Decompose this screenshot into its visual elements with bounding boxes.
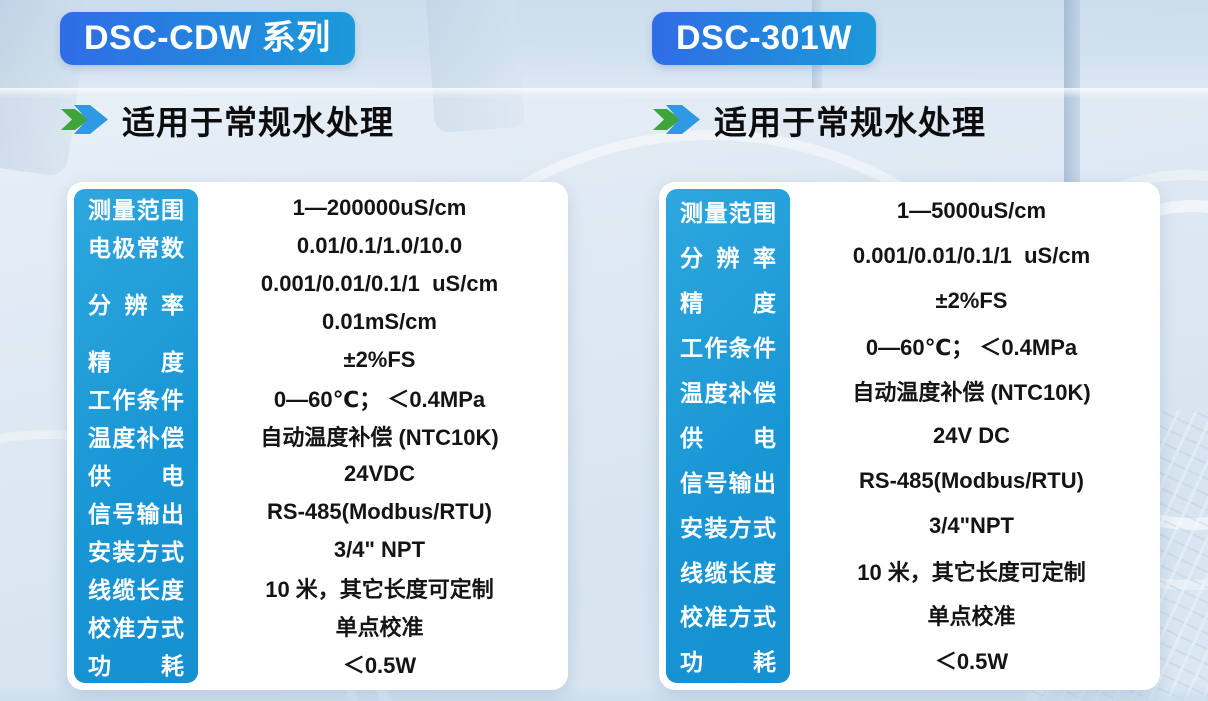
- spec-value: ±2%FS: [343, 347, 416, 372]
- product-column-dsc-301w: DSC-301W 适用于常规水处理 测量范围分辨率精度工作条件温度补偿供电信号输…: [652, 12, 1161, 690]
- spec-value: 自动温度补偿 (NTC10K): [260, 425, 499, 450]
- spec-label-text: 功耗: [680, 649, 776, 676]
- product-badge: DSC-CDW 系列: [60, 12, 355, 65]
- spec-row-label: 校准方式: [74, 607, 198, 645]
- spec-value: 24V DC: [932, 422, 1011, 448]
- spec-label-text: 温度补偿: [88, 425, 184, 451]
- spec-label-text: 电极常数: [88, 235, 184, 261]
- product-badge: DSC-301W: [652, 12, 876, 65]
- spec-value: 3/4"NPT: [928, 512, 1014, 538]
- spec-row-label: 供电: [666, 413, 790, 458]
- spec-row-label: 工作条件: [74, 379, 198, 417]
- spec-value: 1—5000uS/cm: [896, 198, 1047, 224]
- double-chevron-arrow-icon: [653, 105, 700, 134]
- spec-value: 10 米，其它长度可定制: [857, 559, 1086, 585]
- spec-label-text: 信号输出: [88, 501, 184, 527]
- spec-value-column: 1—200000uS/cm 0.01/0.1/1.0/10.0 0.001/0.01…: [198, 189, 561, 683]
- spec-row-label: 温度补偿: [666, 369, 790, 414]
- spec-label-text: 功耗: [88, 653, 184, 679]
- spec-value: ＜0.5W: [342, 653, 417, 678]
- spec-row-label: 测量范围: [74, 189, 198, 227]
- spec-label-text: 信号输出: [680, 469, 776, 496]
- spec-label-text: 供电: [680, 424, 776, 451]
- spec-row-label: 线缆长度: [74, 569, 198, 607]
- spec-row-label: 供电: [74, 455, 198, 493]
- product-subtitle: 适用于常规水处理: [122, 103, 394, 141]
- spec-label-text: 工作条件: [88, 387, 184, 413]
- spec-label-text: 校准方式: [680, 604, 776, 631]
- spec-label-text: 线缆长度: [88, 577, 184, 603]
- spec-label-text: 校准方式: [88, 615, 184, 641]
- spec-value: 24VDC: [344, 461, 415, 486]
- spec-label-text: 安装方式: [88, 539, 184, 565]
- spec-label-text: 精度: [88, 349, 184, 375]
- spec-value: 0—60℃； ＜0.4MPa: [273, 387, 486, 412]
- spec-row-label: 精度: [666, 279, 790, 324]
- spec-row-label: 线缆长度: [666, 548, 790, 593]
- spec-row-label: 安装方式: [74, 531, 198, 569]
- product-column-dsc-cdw: DSC-CDW 系列 适用于常规水处理 测量范围电极常数分辨率精度工作条件温度补…: [60, 12, 569, 690]
- spec-value-column: 1—5000uS/cm 0.001/0.01/0.1/1 uS/cm ±2%FS 0—…: [790, 189, 1153, 683]
- spec-label-text: 安装方式: [680, 514, 776, 541]
- spec-value: ＜0.5W: [934, 649, 1009, 675]
- spec-row-label: 安装方式: [666, 503, 790, 548]
- spec-value: 0—60℃； ＜0.4MPa: [865, 335, 1078, 361]
- spec-label-text: 供电: [88, 463, 184, 489]
- spec-label-text: 测量范围: [680, 200, 776, 227]
- product-subtitle: 适用于常规水处理: [714, 103, 986, 141]
- spec-row-label: 信号输出: [74, 493, 198, 531]
- spec-label-text: 分辨率: [88, 292, 184, 318]
- spec-value: 单点校准: [927, 604, 1016, 630]
- product-subtitle-row: 适用于常规水处理: [652, 96, 1161, 143]
- spec-label-text: 精度: [680, 290, 776, 317]
- spec-row-label: 校准方式: [666, 593, 790, 638]
- spec-table: 测量范围分辨率精度工作条件温度补偿供电信号输出安装方式线缆长度校准方式功耗 1—…: [659, 182, 1160, 690]
- spec-label-column: 测量范围分辨率精度工作条件温度补偿供电信号输出安装方式线缆长度校准方式功耗: [666, 189, 790, 683]
- spec-label-text: 分辨率: [680, 245, 776, 272]
- spec-value: 0.001/0.01/0.1/1 uS/cm: [852, 243, 1091, 269]
- spec-value: 10 米，其它长度可定制: [265, 577, 494, 602]
- spec-value: 1—200000uS/cm: [292, 195, 467, 220]
- spec-table: 测量范围电极常数分辨率精度工作条件温度补偿供电信号输出安装方式线缆长度校准方式功…: [67, 182, 568, 690]
- spec-row-label: 分辨率: [666, 234, 790, 279]
- spec-row-label: 信号输出: [666, 458, 790, 503]
- spec-row-label: 温度补偿: [74, 417, 198, 455]
- spec-value: 0.01/0.1/1.0/10.0: [296, 233, 463, 258]
- spec-row-label: 测量范围: [666, 189, 790, 234]
- spec-value: 自动温度补偿 (NTC10K): [852, 380, 1091, 405]
- product-subtitle-row: 适用于常规水处理: [60, 96, 569, 143]
- spec-row-label: 功耗: [666, 638, 790, 683]
- spec-label-text: 温度补偿: [680, 380, 776, 406]
- spec-label-text: 线缆长度: [680, 559, 776, 586]
- spec-value: RS-485(Modbus/RTU): [859, 467, 1084, 493]
- spec-row-label: 分辨率: [74, 265, 198, 341]
- spec-label-column: 测量范围电极常数分辨率精度工作条件温度补偿供电信号输出安装方式线缆长度校准方式功…: [74, 189, 198, 683]
- spec-value: 0.001/0.01/0.1/1 uS/cm: [260, 271, 499, 296]
- spec-row-label: 功耗: [74, 645, 198, 683]
- spec-value: RS-485(Modbus/RTU): [267, 499, 492, 524]
- spec-value: 3/4" NPT: [333, 537, 426, 562]
- spec-row-label: 精度: [74, 341, 198, 379]
- spec-label-text: 测量范围: [88, 197, 184, 223]
- spec-value: 0.01mS/cm: [322, 309, 437, 334]
- spec-value: ±2%FS: [935, 288, 1008, 314]
- double-chevron-arrow-icon: [61, 105, 108, 134]
- spec-row-label: 工作条件: [666, 324, 790, 369]
- spec-row-label: 电极常数: [74, 227, 198, 265]
- spec-label-text: 工作条件: [680, 335, 776, 362]
- spec-value: 单点校准: [335, 615, 424, 640]
